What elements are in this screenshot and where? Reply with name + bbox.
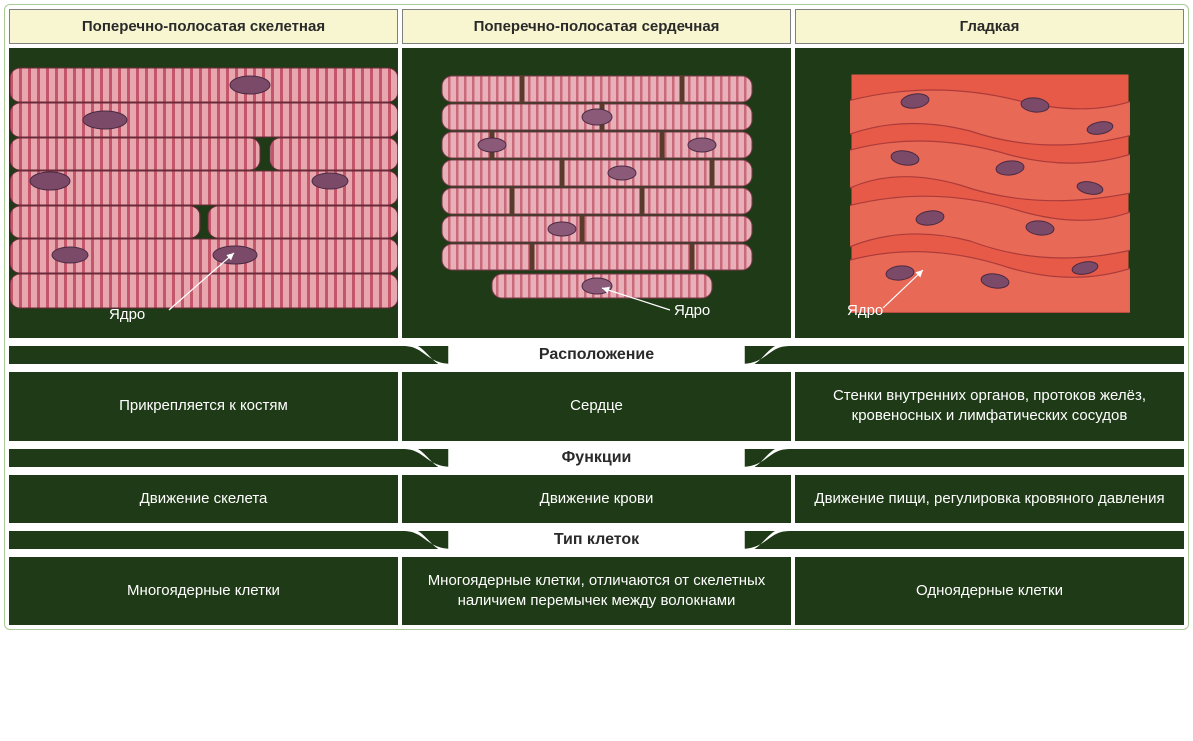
nucleus-label-smooth: Ядро	[847, 302, 883, 319]
section-label: Тип клеток	[554, 531, 639, 549]
location-cardiac: Сердце	[402, 372, 791, 441]
location-skeletal: Прикрепляется к костям	[9, 372, 398, 441]
illustration-smooth: Ядро	[795, 48, 1184, 338]
infographic-container: Поперечно-полосатая скелетная Поперечно-…	[4, 4, 1189, 630]
section-label: Расположение	[539, 346, 654, 364]
column-header-skeletal: Поперечно-полосатая скелетная	[9, 9, 398, 44]
illustration-cardiac: Ядро	[402, 48, 791, 338]
column-header-smooth: Гладкая	[795, 9, 1184, 44]
celltype-skeletal: Многоядерные клетки	[9, 557, 398, 626]
function-cardiac: Движение крови	[402, 475, 791, 523]
nucleus-label-cardiac: Ядро	[674, 302, 710, 319]
section-heading-functions: Функции	[9, 445, 1184, 471]
celltype-cardiac: Многоядерные клетки, отличаются от скеле…	[402, 557, 791, 626]
column-header-cardiac: Поперечно-полосатая сердечная	[402, 9, 791, 44]
celltype-smooth: Одноядерные клетки	[795, 557, 1184, 626]
function-skeletal: Движение скелета	[9, 475, 398, 523]
section-heading-celltype: Тип клеток	[9, 527, 1184, 553]
illustration-skeletal: Ядро	[9, 48, 398, 338]
section-heading-location: Расположение	[9, 342, 1184, 368]
section-label: Функции	[562, 449, 632, 467]
comparison-grid: Поперечно-полосатая скелетная Поперечно-…	[9, 9, 1184, 625]
nucleus-label-skeletal: Ядро	[109, 306, 145, 323]
function-smooth: Движение пищи, регулировка кровяного дав…	[795, 475, 1184, 523]
location-smooth: Стенки внутренних органов, протоков желё…	[795, 372, 1184, 441]
